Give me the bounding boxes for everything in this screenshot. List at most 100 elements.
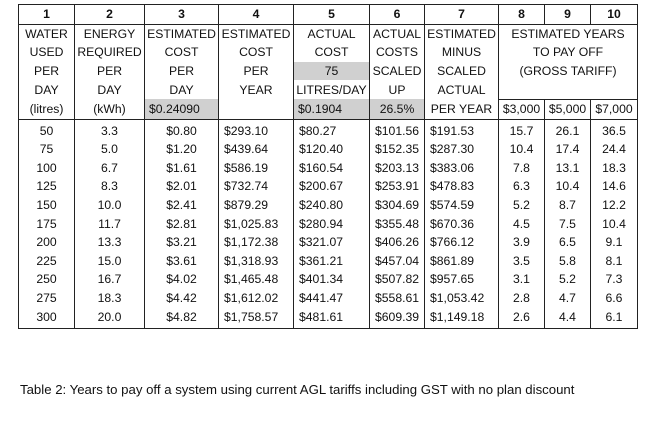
table-cell: 8.7: [544, 195, 591, 215]
table-cell: $1,612.02: [218, 288, 294, 308]
table-cell: 7.8: [498, 158, 545, 178]
table-cell: $152.35: [369, 140, 425, 159]
table-cell: 7.3: [590, 270, 638, 289]
table-cell: $478.83: [424, 177, 499, 196]
table-cell: 10.4: [544, 177, 591, 196]
header-cell: COST: [293, 43, 370, 62]
table-cell: 36.5: [590, 119, 638, 141]
table-cell: $670.36: [424, 214, 499, 234]
table-cell: 4.4: [544, 307, 591, 330]
table-cell: $191.53: [424, 119, 499, 141]
header-cell-shaded: 26.5%: [369, 99, 425, 120]
table-cell: $304.69: [369, 195, 425, 215]
column-number: 4: [218, 4, 294, 25]
header-cell: ESTIMATED: [218, 24, 294, 44]
table-row: 250 16.7 $4.02 $1,465.48 $401.34 $507.82 $957.…: [18, 270, 638, 289]
table-cell: $957.65: [424, 270, 499, 289]
column-number: 10: [590, 4, 638, 25]
table-cell: $1.20: [144, 140, 219, 159]
table-cell: 200: [18, 233, 75, 252]
table-cell: $4.82: [144, 307, 219, 330]
table-cell: 100: [18, 158, 75, 178]
table-cell: $1,025.83: [218, 214, 294, 234]
table-cell: 15.7: [498, 119, 545, 141]
table-cell: $441.47: [293, 288, 370, 308]
header-cell: WATER: [18, 24, 75, 44]
table-cell: $1,318.93: [218, 251, 294, 271]
tariff-table-container: 1 2 3 4 5 6 7 8 9 10 WATER ENERGY ESTIMA…: [18, 4, 638, 330]
header-row: WATER ENERGY ESTIMATED ESTIMATED ACTUAL …: [18, 24, 638, 44]
table-cell: 3.5: [498, 251, 545, 271]
table-cell: 15.0: [74, 251, 145, 271]
header-cell: DAY: [144, 80, 219, 100]
table-cell: $383.06: [424, 158, 499, 178]
table-cell: $120.40: [293, 140, 370, 159]
table-cell: 13.1: [544, 158, 591, 178]
table-cell: $293.10: [218, 119, 294, 141]
table-cell: $1.61: [144, 158, 219, 178]
table-cell: 6.3: [498, 177, 545, 196]
header-cell: COSTS: [369, 43, 425, 62]
table-cell: 11.7: [74, 214, 145, 234]
table-cell: 5.2: [544, 270, 591, 289]
header-cell: PER YEAR: [424, 99, 499, 120]
table-cell: 13.3: [74, 233, 145, 252]
header-row: PER PER PER PER 75 SCALED SCALED (GROSS …: [18, 61, 638, 81]
table-cell: 75: [18, 140, 75, 159]
table-cell: 24.4: [590, 140, 638, 159]
table-cell: 5.2: [498, 195, 545, 215]
table-cell: $3.61: [144, 251, 219, 271]
header-cell: ENERGY: [74, 24, 145, 44]
table-cell: 150: [18, 195, 75, 215]
table-cell: 2.8: [498, 288, 545, 308]
header-cell: ACTUAL: [293, 24, 370, 44]
header-cell-empty: [498, 80, 638, 100]
table-cell: 18.3: [74, 288, 145, 308]
table-cell: 125: [18, 177, 75, 196]
table-row: 275 18.3 $4.42 $1,612.02 $441.47 $558.61 $1,05…: [18, 288, 638, 308]
column-number: 6: [369, 4, 425, 25]
table-row: 200 13.3 $3.21 $1,172.38 $321.07 $406.26 $766.…: [18, 233, 638, 252]
table-cell: $879.29: [218, 195, 294, 215]
header-cell: MINUS: [424, 43, 499, 62]
table-cell: $160.54: [293, 158, 370, 178]
header-cell: $7,000: [590, 98, 638, 120]
table-cell: $609.39: [369, 307, 425, 330]
table-cell: 8.1: [590, 251, 638, 271]
column-number: 7: [424, 4, 499, 25]
table-body: 50 3.3 $0.80 $293.10 $80.27 $101.56 $191.53 15.…: [18, 119, 638, 330]
table-cell: 2.6: [498, 307, 545, 330]
header-cell: REQUIRED: [74, 43, 145, 62]
header-row: DAY DAY DAY YEAR LITRES/DAY UP ACTUAL: [18, 80, 638, 100]
table-cell: 18.3: [590, 158, 638, 178]
table-cell: $861.89: [424, 251, 499, 271]
table-cell: 6.6: [590, 288, 638, 308]
header-cell: (GROSS TARIFF): [498, 61, 638, 81]
column-number: 1: [18, 4, 75, 25]
table-row: 125 8.3 $2.01 $732.74 $200.67 $253.91 $478.83 6…: [18, 177, 638, 196]
table-cell: $2.81: [144, 214, 219, 234]
table-cell: $253.91: [369, 177, 425, 196]
table-cell: 50: [18, 119, 75, 141]
table-cell: $200.67: [293, 177, 370, 196]
table-cell: 20.0: [74, 307, 145, 330]
table-cell: $439.64: [218, 140, 294, 159]
header-cell-shaded: 75: [293, 61, 370, 81]
table-cell: $457.04: [369, 251, 425, 271]
table-cell: $355.48: [369, 214, 425, 234]
header-cell: TO PAY OFF: [498, 43, 638, 62]
header-cell: UP: [369, 80, 425, 100]
table-row: 75 5.0 $1.20 $439.64 $120.40 $152.35 $287.30 10…: [18, 140, 638, 159]
table-cell: 5.8: [544, 251, 591, 271]
header-cell: PER: [18, 61, 75, 81]
column-number-row: 1 2 3 4 5 6 7 8 9 10: [18, 4, 638, 25]
table-cell: $101.56: [369, 119, 425, 141]
table-cell: $203.13: [369, 158, 425, 178]
table-cell: $1,149.18: [424, 307, 499, 330]
column-number: 2: [74, 4, 145, 25]
table-cell: $401.34: [293, 270, 370, 289]
table-caption: Table 2: Years to pay off a system using…: [20, 382, 575, 397]
table-cell: 6.5: [544, 233, 591, 252]
table-cell: $558.61: [369, 288, 425, 308]
table-cell: 250: [18, 270, 75, 289]
